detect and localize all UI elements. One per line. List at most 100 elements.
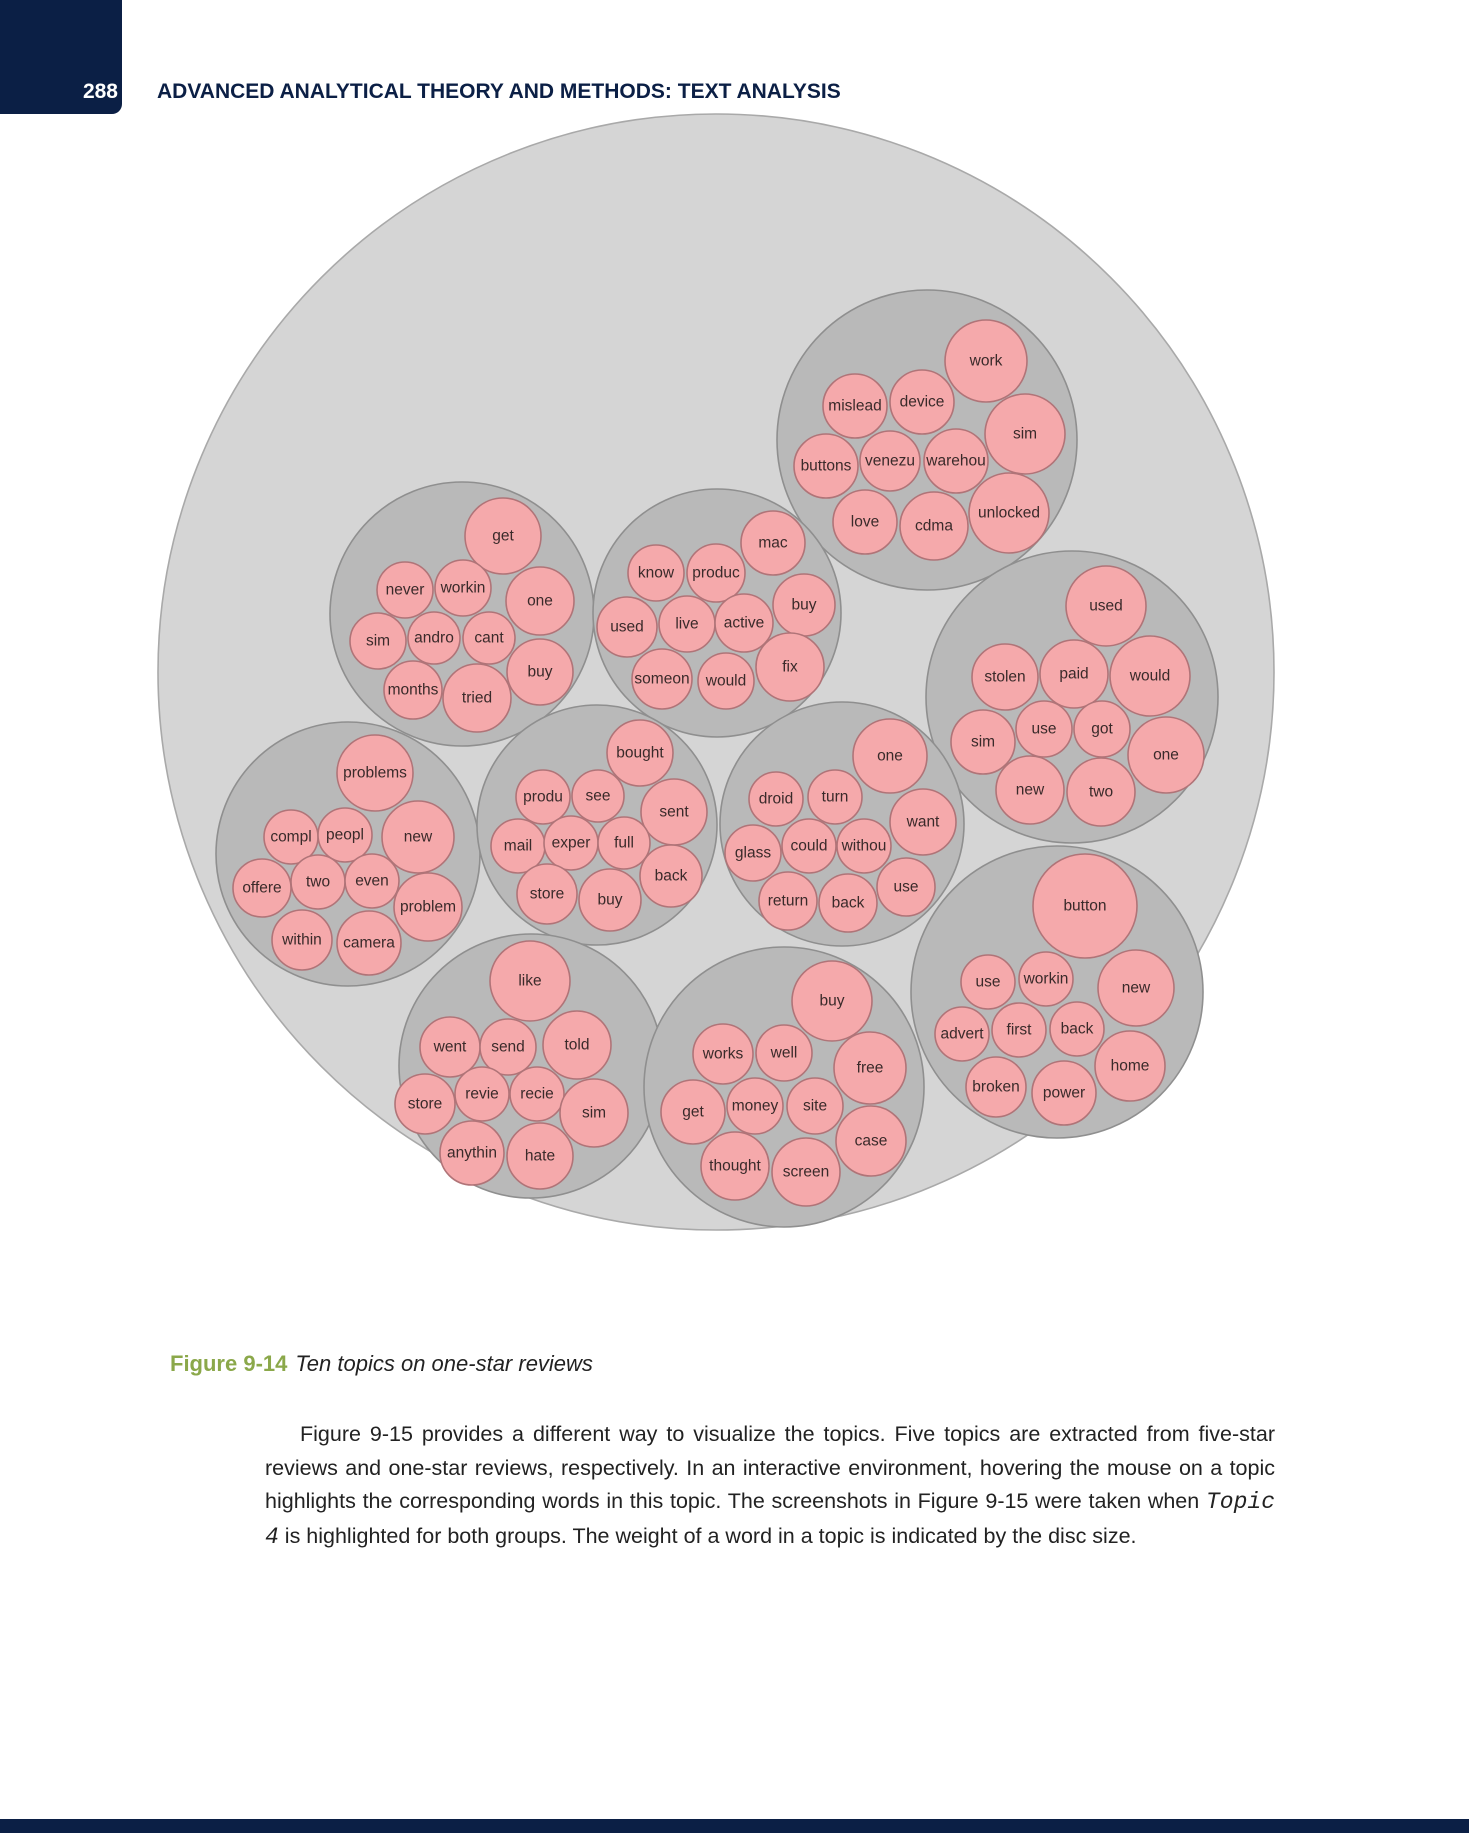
- word-label: sim: [582, 1105, 606, 1122]
- word-label: got: [1091, 721, 1113, 738]
- word-bubble: [934, 1006, 990, 1062]
- word-bubble: [995, 755, 1065, 825]
- word-bubble: [578, 868, 642, 932]
- word-bubble: [833, 1031, 907, 1105]
- running-header: ADVANCED ANALYTICAL THEORY AND METHODS: …: [157, 80, 841, 103]
- word-bubble: [807, 769, 863, 825]
- word-label: produ: [523, 789, 563, 806]
- word-label: new: [1122, 980, 1151, 997]
- word-label: would: [1129, 668, 1171, 685]
- figure-caption: Figure 9-14 Ten topics on one-star review…: [170, 1351, 593, 1377]
- word-label: money: [732, 1098, 779, 1115]
- word-bubble: [968, 472, 1050, 554]
- word-bubble: [1109, 635, 1191, 717]
- word-label: turn: [822, 789, 849, 806]
- word-label: peopl: [326, 827, 364, 844]
- word-bubble: [889, 369, 955, 435]
- word-bubble: [740, 510, 806, 576]
- word-bubble: [506, 1122, 574, 1190]
- word-bubble: [344, 853, 400, 909]
- word-label: andro: [414, 630, 454, 647]
- word-bubble: [793, 433, 859, 499]
- page-tab: 288: [0, 0, 122, 114]
- word-label: used: [610, 619, 644, 636]
- word-bubble: [1127, 716, 1205, 794]
- figure-label: Figure 9-14: [170, 1351, 288, 1376]
- word-bubble: [464, 497, 542, 575]
- word-bubble: [889, 788, 957, 856]
- word-bubble: [700, 1131, 770, 1201]
- word-label: buttons: [801, 458, 852, 475]
- word-bubble: [944, 319, 1028, 403]
- word-label: send: [491, 1039, 525, 1056]
- word-bubble: [859, 430, 921, 492]
- word-label: cdma: [915, 518, 953, 535]
- word-label: could: [790, 838, 827, 855]
- word-label: offere: [242, 880, 281, 897]
- word-bubble: [394, 1073, 456, 1135]
- word-bubble: [349, 612, 407, 670]
- word-bubble: [271, 909, 333, 971]
- word-label: work: [969, 353, 1003, 370]
- word-bubble: [836, 818, 892, 874]
- word-bubble: [596, 596, 658, 658]
- inline-code-topic: Topic 4: [265, 1489, 1275, 1550]
- word-label: went: [433, 1039, 467, 1056]
- word-bubble: [660, 1079, 726, 1145]
- word-bubble: [771, 1137, 841, 1207]
- word-label: camera: [343, 935, 395, 952]
- word-bubble: [697, 652, 755, 710]
- word-label: live: [675, 616, 698, 633]
- word-label: back: [1061, 1021, 1094, 1038]
- word-label: power: [1043, 1085, 1085, 1102]
- word-bubble: [755, 1024, 813, 1082]
- word-label: screen: [783, 1164, 830, 1181]
- word-label: told: [565, 1037, 590, 1054]
- word-bubble: [758, 871, 818, 931]
- word-bubble: [755, 632, 825, 702]
- word-label: works: [702, 1046, 744, 1063]
- word-bubble: [639, 844, 703, 908]
- word-label: home: [1111, 1058, 1150, 1075]
- word-bubble: [1066, 757, 1136, 827]
- word-label: back: [832, 895, 865, 912]
- word-bubble: [381, 800, 455, 874]
- word-label: hate: [525, 1148, 555, 1165]
- word-bubble: [606, 719, 674, 787]
- word-label: stolen: [984, 669, 1025, 686]
- word-label: one: [1153, 747, 1179, 764]
- word-label: withou: [841, 838, 887, 855]
- word-label: warehou: [925, 453, 985, 470]
- word-label: buy: [598, 892, 623, 909]
- word-bubble: [479, 1018, 537, 1076]
- word-bubble: [383, 660, 443, 720]
- word-bubble: [714, 593, 774, 653]
- word-label: problem: [400, 899, 456, 916]
- word-label: free: [857, 1060, 884, 1077]
- word-bubble: [1094, 1030, 1166, 1102]
- word-bubble: [1039, 639, 1109, 709]
- word-bubble: [442, 663, 512, 733]
- word-label: advert: [940, 1026, 984, 1043]
- word-bubble: [984, 393, 1066, 475]
- word-bubble: [597, 816, 651, 870]
- word-bubble: [571, 769, 625, 823]
- word-label: sent: [659, 804, 689, 821]
- word-bubble: [434, 559, 492, 617]
- word-label: one: [877, 748, 903, 765]
- word-label: sim: [366, 633, 390, 650]
- word-label: revie: [465, 1086, 499, 1103]
- word-label: compl: [270, 829, 311, 846]
- footer-bar: [0, 1819, 1469, 1833]
- word-label: two: [306, 874, 330, 891]
- word-bubble: [835, 1105, 907, 1177]
- body-paragraph: Figure 9-15 provides a different way to …: [265, 1418, 1275, 1554]
- word-label: buy: [528, 664, 553, 681]
- word-bubble: [317, 807, 373, 863]
- word-bubble: [923, 428, 989, 494]
- word-bubble: [336, 910, 402, 976]
- word-bubble: [822, 373, 888, 439]
- word-label: store: [408, 1096, 442, 1113]
- word-bubble: [950, 709, 1016, 775]
- word-label: love: [851, 514, 879, 531]
